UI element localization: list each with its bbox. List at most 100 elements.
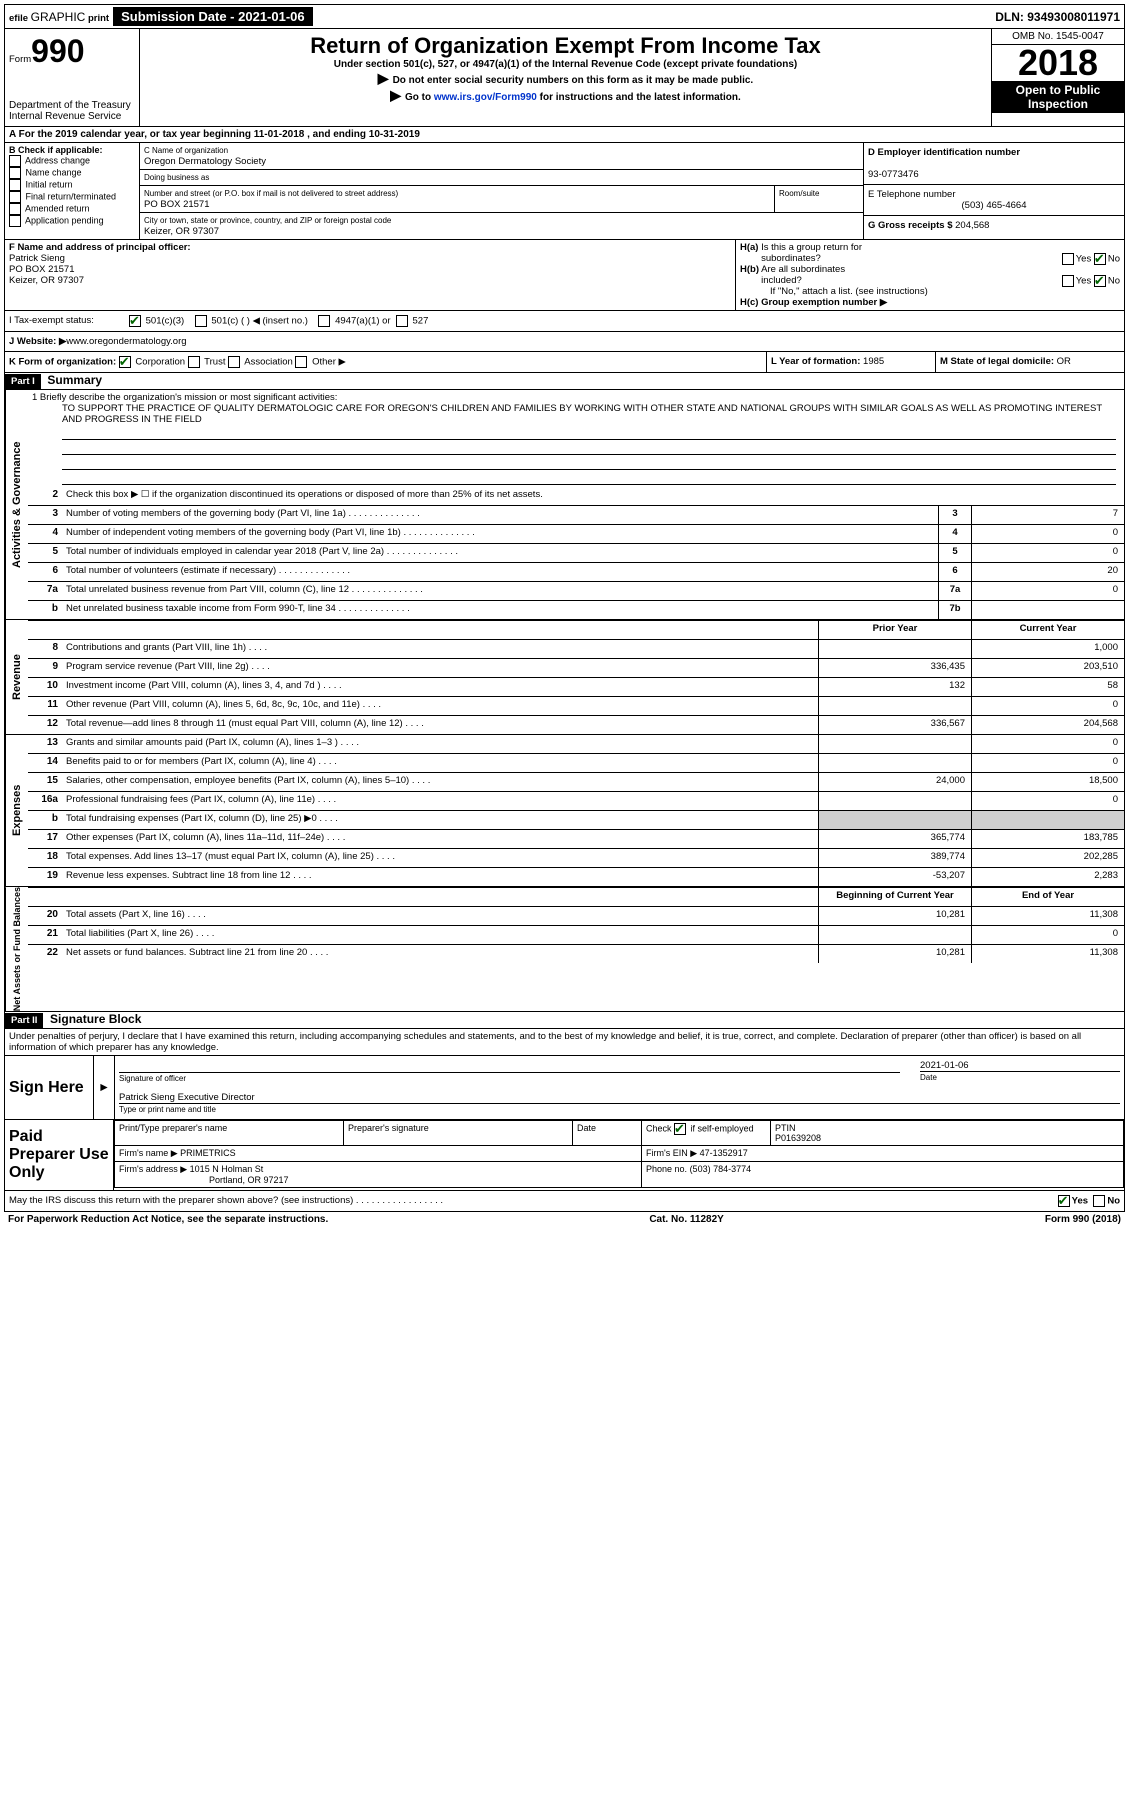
prior-value: 132 (818, 678, 971, 696)
ha-yes-checkbox[interactable] (1062, 253, 1074, 265)
part-2-badge: Part II (5, 1013, 43, 1028)
data-line: 15 Salaries, other compensation, employe… (28, 773, 1124, 792)
prep-check-pre: Check (646, 1124, 672, 1134)
line-text: Total assets (Part X, line 16) . . . . (62, 907, 818, 925)
cb-trust[interactable] (188, 356, 200, 368)
subtitle-3-post: for instructions and the latest informat… (537, 92, 741, 103)
checkbox-address-change[interactable] (9, 155, 21, 167)
cb-assoc[interactable] (228, 356, 240, 368)
discuss-row: May the IRS discuss this return with the… (4, 1191, 1125, 1212)
line-text: Check this box ▶ ☐ if the organization d… (62, 487, 1124, 505)
line-num: b (28, 601, 62, 619)
cb-4947[interactable] (318, 315, 330, 327)
part-2-header-row: Part II Signature Block (4, 1012, 1125, 1029)
checkbox-app-pending[interactable] (9, 215, 21, 227)
data-line: 16a Professional fundraising fees (Part … (28, 792, 1124, 811)
discuss-no-checkbox[interactable] (1093, 1195, 1105, 1207)
data-line: 18 Total expenses. Add lines 13–17 (must… (28, 849, 1124, 868)
firm-name-label: Firm's name ▶ (119, 1148, 178, 1158)
checkbox-final-return[interactable] (9, 191, 21, 203)
line-text: Revenue less expenses. Subtract line 18 … (62, 868, 818, 886)
col-eoy: End of Year (971, 888, 1124, 906)
line-text: Grants and similar amounts paid (Part IX… (62, 735, 818, 753)
preparer-table: Print/Type preparer's name Preparer's si… (114, 1120, 1124, 1188)
gross-receipts-label: G Gross receipts $ (868, 220, 952, 231)
line-value: 7 (971, 506, 1124, 524)
current-value: 0 (971, 792, 1124, 810)
gov-line: 7a Total unrelated business revenue from… (28, 582, 1124, 601)
checkbox-amended[interactable] (9, 203, 21, 215)
line-text: Total revenue—add lines 8 through 11 (mu… (62, 716, 818, 734)
line-num: 9 (28, 659, 62, 677)
current-value: 11,308 (971, 907, 1124, 925)
line-text: Other expenses (Part IX, column (A), lin… (62, 830, 818, 848)
line-num: 7a (28, 582, 62, 600)
current-value: 202,285 (971, 849, 1124, 867)
cb-corporation[interactable] (119, 356, 131, 368)
current-value: 0 (971, 697, 1124, 715)
line-num: 12 (28, 716, 62, 734)
prior-value: 389,774 (818, 849, 971, 867)
hb-yes-checkbox[interactable] (1062, 275, 1074, 287)
line-num: 22 (28, 945, 62, 963)
data-line: 17 Other expenses (Part IX, column (A), … (28, 830, 1124, 849)
form-number: 990 (31, 33, 84, 69)
footer-left: For Paperwork Reduction Act Notice, see … (8, 1214, 328, 1225)
checkbox-name-change[interactable] (9, 167, 21, 179)
cb-501c3[interactable] (129, 315, 141, 327)
data-line: 11 Other revenue (Part VIII, column (A),… (28, 697, 1124, 716)
line-num: 16a (28, 792, 62, 810)
line-text: Total number of volunteers (estimate if … (62, 563, 938, 581)
line-text: Benefits paid to or for members (Part IX… (62, 754, 818, 772)
data-line: 14 Benefits paid to or for members (Part… (28, 754, 1124, 773)
gov-line: 3 Number of voting members of the govern… (28, 506, 1124, 525)
hb-no-checkbox[interactable] (1094, 275, 1106, 287)
firm-phone-value: (503) 784-3774 (690, 1164, 752, 1174)
website-label: J Website: ▶ (9, 336, 66, 347)
footer-row: For Paperwork Reduction Act Notice, see … (4, 1212, 1125, 1227)
dept-treasury: Department of the Treasury (9, 100, 135, 111)
cb-501c[interactable] (195, 315, 207, 327)
col-prior-year: Prior Year (818, 621, 971, 639)
line-num: 3 (28, 506, 62, 524)
firm-phone-label: Phone no. (646, 1164, 687, 1174)
vert-label-revenue: Revenue (5, 620, 28, 734)
data-line: 22 Net assets or fund balances. Subtract… (28, 945, 1124, 963)
cb-other[interactable] (295, 356, 307, 368)
officer-addr1: PO BOX 21571 (9, 264, 74, 275)
title-block: Form990 Department of the Treasury Inter… (4, 29, 1125, 127)
section-b-label: B Check if applicable: (9, 145, 103, 155)
current-value: 11,308 (971, 945, 1124, 963)
addr-label: Number and street (or P.O. box if mail i… (144, 189, 398, 198)
current-value: 183,785 (971, 830, 1124, 848)
discuss-text: May the IRS discuss this return with the… (9, 1195, 353, 1206)
data-line: 10 Investment income (Part VIII, column … (28, 678, 1124, 697)
dept-irs: Internal Revenue Service (9, 111, 135, 122)
line-numbox: 4 (938, 525, 971, 543)
domicile-value: OR (1057, 356, 1071, 367)
website-value: www.oregondermatology.org (66, 336, 186, 347)
section-c: C Name of organization Oregon Dermatolog… (140, 143, 863, 239)
sig-name-title: Patrick Sieng Executive Director (119, 1092, 1120, 1103)
discuss-yes-checkbox[interactable] (1058, 1195, 1070, 1207)
irs-link[interactable]: www.irs.gov/Form990 (434, 92, 537, 103)
city-value: Keizer, OR 97307 (144, 226, 219, 237)
current-value: 0 (971, 754, 1124, 772)
section-klm: K Form of organization: Corporation Trus… (4, 352, 1125, 373)
line-num: 18 (28, 849, 62, 867)
self-employed-checkbox[interactable] (674, 1123, 686, 1135)
checkbox-initial-return[interactable] (9, 179, 21, 191)
cb-527[interactable] (396, 315, 408, 327)
submission-date-value: 2021-01-06 (238, 9, 305, 24)
sig-date-value: 2021-01-06 (920, 1060, 1120, 1071)
ha-no-checkbox[interactable] (1094, 253, 1106, 265)
opt-501c3: 501(c)(3) (146, 316, 185, 327)
data-line: 12 Total revenue—add lines 8 through 11 … (28, 716, 1124, 734)
line-text: Net unrelated business taxable income fr… (62, 601, 938, 619)
year-formation-label: L Year of formation: (771, 356, 860, 367)
discuss-no-label: No (1107, 1196, 1120, 1207)
phone-value: (503) 465-4664 (868, 200, 1120, 211)
line-num: 11 (28, 697, 62, 715)
data-line: 13 Grants and similar amounts paid (Part… (28, 735, 1124, 754)
firm-addr-label: Firm's address ▶ (119, 1164, 187, 1174)
